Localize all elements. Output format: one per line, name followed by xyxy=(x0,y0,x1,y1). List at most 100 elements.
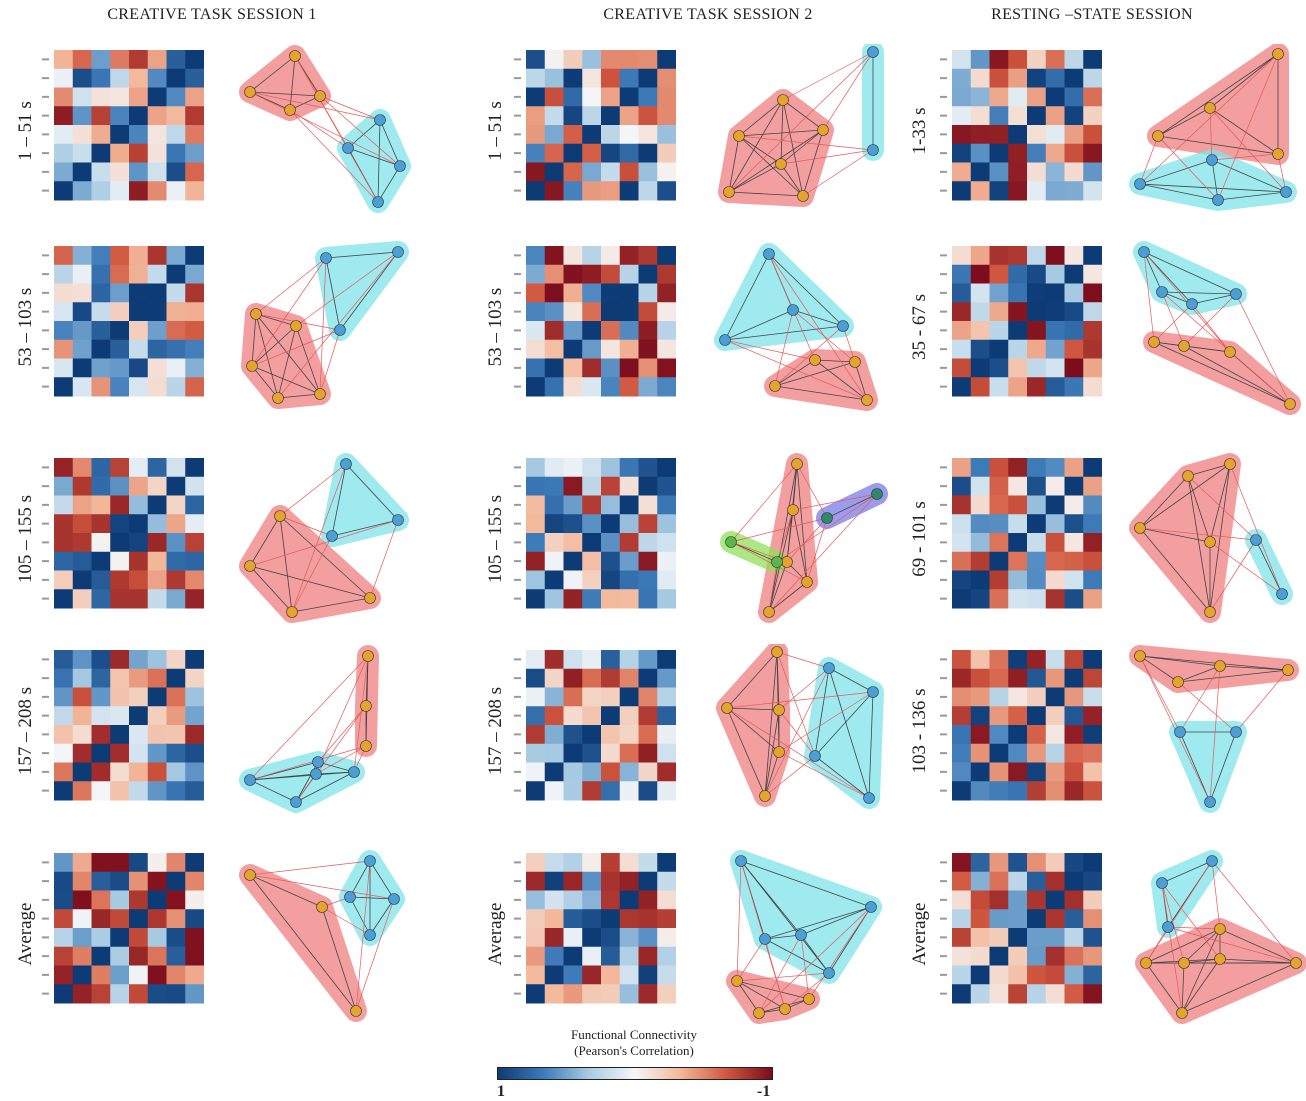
module-hull-cyan xyxy=(1151,850,1223,938)
heatmap-cell xyxy=(54,283,74,303)
intra-module-edge xyxy=(347,147,401,167)
intra-module-edge xyxy=(814,755,870,799)
heatmap-cell xyxy=(166,706,186,726)
heatmap-cell xyxy=(563,668,583,688)
heatmap-cell xyxy=(582,706,602,726)
heatmap-cell xyxy=(638,743,658,763)
network-node xyxy=(1280,186,1292,198)
heatmap-cell xyxy=(1045,762,1065,782)
heatmap-cell xyxy=(1083,162,1102,182)
heatmap-cell xyxy=(989,946,1009,966)
connectivity-heatmap xyxy=(514,246,676,397)
network-node xyxy=(312,756,324,768)
heatmap-cell xyxy=(619,946,639,966)
heatmap-cell xyxy=(185,68,204,88)
network-node xyxy=(1206,154,1218,166)
heatmap-cell xyxy=(657,283,676,303)
heatmap-cell xyxy=(638,928,658,948)
heatmap-cell xyxy=(619,377,639,397)
heatmap-row-tick xyxy=(940,503,947,506)
intra-module-edge xyxy=(1219,958,1297,964)
intra-module-edge xyxy=(1139,655,1221,667)
heatmap-cell xyxy=(1083,246,1102,266)
heatmap-cell xyxy=(1064,321,1084,341)
inter-module-edge xyxy=(776,651,816,757)
heatmap-cell xyxy=(638,871,658,891)
heatmap-cell xyxy=(582,264,602,284)
heatmap-cell xyxy=(601,181,621,201)
heatmap-cell xyxy=(563,495,583,515)
heatmap-cell xyxy=(91,725,111,745)
heatmap-cell xyxy=(72,687,92,707)
heatmap-cell xyxy=(91,984,111,1004)
heatmap-cell xyxy=(952,106,972,126)
heatmap-cell xyxy=(657,339,676,359)
heatmap-cell xyxy=(1027,533,1047,553)
heatmap-cell xyxy=(72,725,92,745)
heatmap-cell xyxy=(72,853,92,873)
inter-module-edge xyxy=(249,519,399,567)
heatmap-cell xyxy=(989,965,1009,985)
heatmap-cell xyxy=(638,725,658,745)
heatmap-cell xyxy=(91,762,111,782)
heatmap-cell xyxy=(526,890,546,910)
heatmap-cell xyxy=(166,181,186,201)
heatmap-cell xyxy=(638,687,658,707)
heatmap-cell xyxy=(110,302,130,322)
inter-module-edge xyxy=(1187,475,1257,541)
heatmap-cell xyxy=(185,743,204,763)
heatmap-cell xyxy=(185,706,204,726)
heatmap-cell xyxy=(185,514,204,534)
heatmap-cell xyxy=(657,377,676,397)
heatmap-cell xyxy=(952,570,972,590)
inter-module-edge xyxy=(792,493,878,511)
heatmap-cell xyxy=(563,743,583,763)
heatmap-cell xyxy=(110,533,130,553)
heatmap-cell xyxy=(54,246,74,266)
heatmap-cell xyxy=(638,589,658,609)
heatmap-cell xyxy=(129,50,149,70)
heatmap-row-tick xyxy=(42,485,49,488)
heatmap-cell xyxy=(129,762,149,782)
inter-module-edge xyxy=(730,541,808,583)
heatmap-cell xyxy=(970,551,990,571)
heatmap-cell xyxy=(91,495,111,515)
heatmap-cell xyxy=(72,965,92,985)
heatmap-cell xyxy=(544,283,564,303)
intra-module-edge xyxy=(377,119,381,203)
heatmap-cell xyxy=(1027,339,1047,359)
connectivity-heatmap xyxy=(940,650,1102,801)
heatmap-cell xyxy=(72,50,92,70)
heatmap-cell xyxy=(1008,965,1028,985)
heatmap-cell xyxy=(54,743,74,763)
heatmap-row-tick xyxy=(514,658,521,661)
network-node xyxy=(1204,796,1216,808)
inter-module-edge xyxy=(1161,882,1185,964)
heatmap-cell xyxy=(1027,125,1047,145)
intra-module-edge xyxy=(1143,251,1163,293)
colorbar-title-line1: Functional Connectivity xyxy=(570,1027,698,1042)
heatmap-cell xyxy=(619,246,639,266)
heatmap-cell xyxy=(544,246,564,266)
heatmap-cell xyxy=(657,706,676,726)
heatmap-cell xyxy=(1064,125,1084,145)
heatmap-cell xyxy=(1045,321,1065,341)
heatmap-cell xyxy=(129,476,149,496)
heatmap-cell xyxy=(54,302,74,322)
heatmap-cell xyxy=(110,50,130,70)
module-hull-cyan xyxy=(1169,721,1247,813)
heatmap-row-tick xyxy=(940,936,947,939)
heatmap-cell xyxy=(185,650,204,670)
heatmap-cell xyxy=(91,302,111,322)
heatmap-cell xyxy=(526,283,546,303)
heatmap-cell xyxy=(129,853,149,873)
heatmap-cell xyxy=(91,668,111,688)
inter-module-edge xyxy=(1235,669,1289,733)
heatmap-cell xyxy=(1083,458,1102,478)
intra-module-edge xyxy=(249,874,357,1012)
heatmap-cell xyxy=(54,458,74,478)
inter-module-edge xyxy=(726,707,870,799)
heatmap-cell xyxy=(54,339,74,359)
network-node xyxy=(803,993,815,1005)
heatmap-cell xyxy=(72,377,92,397)
